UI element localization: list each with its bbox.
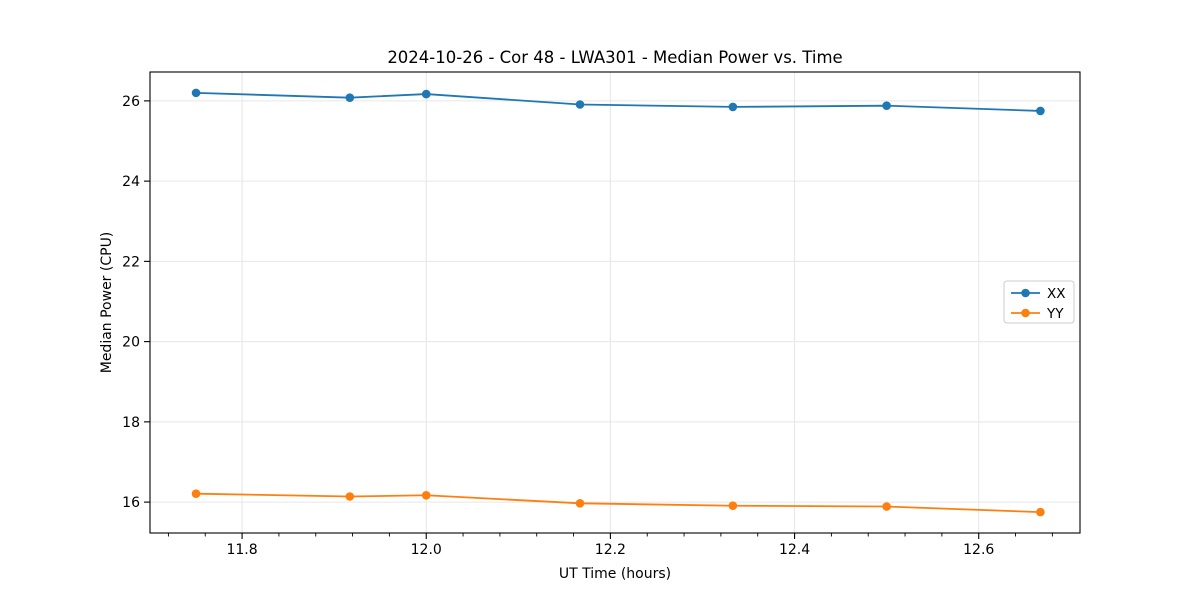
y-tick-label: 24 (122, 174, 140, 190)
legend-sample-marker (1021, 288, 1030, 298)
data-point-marker (191, 88, 201, 98)
data-point-marker (728, 102, 738, 112)
x-axis-label: UT Time (hours) (559, 566, 671, 582)
data-point-marker (575, 100, 585, 109)
data-point-marker (345, 93, 355, 102)
x-tick-label: 11.8 (226, 542, 257, 558)
series-line-xx (196, 91, 1041, 112)
data-point-marker (191, 489, 201, 498)
data-point-marker (421, 89, 431, 99)
x-tick-label: 12.6 (963, 542, 994, 558)
series-yy (191, 489, 1045, 517)
y-axis-label: Median Power (CPU) (99, 232, 115, 374)
data-point-marker (882, 502, 891, 511)
data-point-marker (421, 490, 431, 500)
y-tick-label: 22 (122, 254, 140, 270)
data-point-marker (1036, 507, 1045, 517)
legend-sample-marker (1021, 308, 1030, 318)
axes-layer: 11.8 12.0 12.2 12.4 12.6 16 18 20 22 24 26 (122, 71, 1081, 558)
x-tick-label: 12.4 (779, 542, 810, 558)
series-layer (191, 88, 1045, 517)
x-tick-label: 12.0 (411, 542, 442, 558)
legend-label: XX (1047, 286, 1066, 302)
legend: XX YY (1003, 280, 1075, 324)
y-tick-label: 18 (122, 415, 140, 431)
data-point-marker (345, 492, 355, 501)
y-tick-label: 16 (122, 495, 140, 511)
series-xx (191, 88, 1045, 116)
chart-title: 2024-10-26 - Cor 48 - LWA301 - Median Po… (387, 48, 842, 67)
data-point-marker (575, 499, 585, 508)
data-point-marker (728, 501, 738, 511)
data-point-marker (882, 101, 891, 111)
x-tick-label: 12.2 (595, 542, 626, 558)
grid-layer (150, 72, 1080, 533)
y-tick-label: 26 (122, 94, 140, 110)
plot-border (149, 71, 1081, 534)
series-line-yy (196, 492, 1041, 514)
data-point-marker (1036, 106, 1045, 116)
legend-label: YY (1046, 306, 1064, 322)
y-tick-label: 20 (122, 335, 140, 351)
